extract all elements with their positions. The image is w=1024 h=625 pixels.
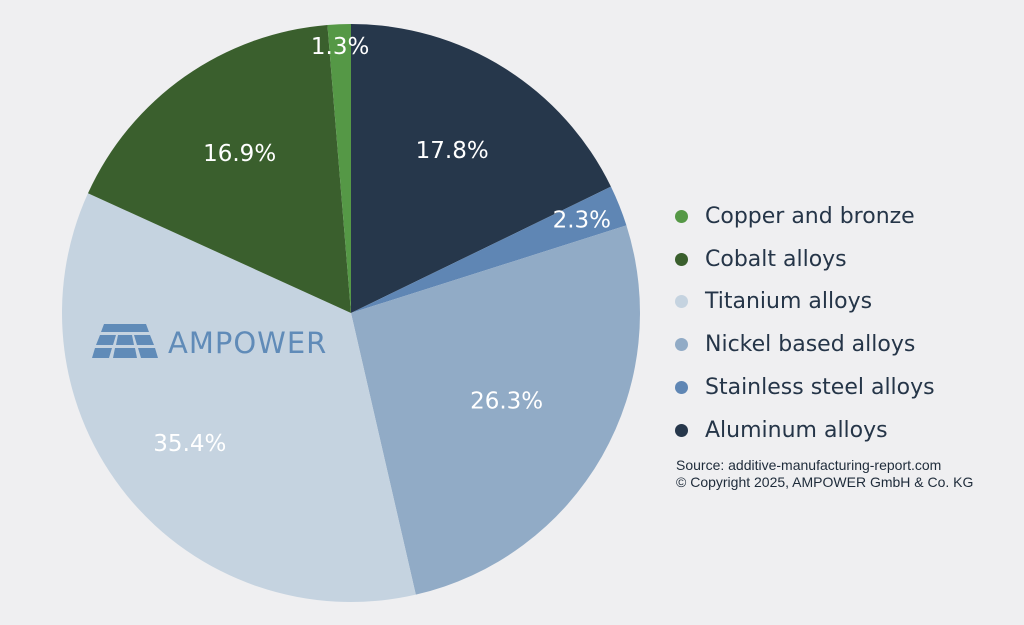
legend-label: Nickel based alloys (705, 332, 916, 358)
legend-label: Cobalt alloys (705, 246, 847, 272)
source-note: Source: additive-manufacturing-report.co… (676, 457, 973, 491)
slice-label-titanium-alloys: 35.4% (153, 431, 226, 457)
legend-label: Aluminum alloys (705, 417, 888, 443)
legend-item-stainless-steel-alloys: Stainless steel alloys (672, 366, 1012, 409)
legend-item-titanium-alloys: Titanium alloys (672, 281, 1012, 324)
watermark-text: AMPOWER (168, 326, 328, 360)
ampower-watermark: AMPOWER (92, 323, 327, 363)
legend-label: Stainless steel alloys (705, 375, 935, 401)
pie-slice-labels: 17.8% 2.3% 26.3% 35.4% 16.9% 1.3% (153, 34, 611, 457)
slice-label-copper-and-bronze: 1.3% (311, 34, 369, 60)
legend-item-cobalt-alloys: Cobalt alloys (672, 238, 1012, 281)
legend-marker-icon (675, 423, 688, 437)
chart-legend: Copper and bronze Cobalt alloys Titanium a… (672, 195, 1012, 452)
pie-slice-stainless-steel-alloys (351, 186, 627, 313)
legend-marker-icon (675, 252, 688, 266)
slice-label-cobalt-alloys: 16.9% (203, 141, 276, 167)
pie-slice-copper-and-bronze (327, 24, 351, 313)
source-line: Source: additive-manufacturing-report.co… (676, 457, 942, 473)
legend-label: Copper and bronze (705, 203, 915, 229)
legend-marker-icon (675, 338, 688, 352)
pie-slices (61, 24, 640, 602)
legend-marker-icon (675, 381, 688, 395)
slice-label-stainless-steel-alloys: 2.3% (553, 207, 611, 233)
copyright-line: © Copyright 2025, AMPOWER GmbH & Co. KG (676, 474, 974, 490)
pie-slice-cobalt-alloys (87, 24, 352, 313)
legend-label: Titanium alloys (705, 289, 873, 315)
legend-marker-icon (675, 209, 688, 223)
pie-slice-aluminum-alloys (351, 24, 611, 313)
legend-item-copper-and-bronze: Copper and bronze (672, 195, 1012, 238)
legend-item-nickel-based-alloys: Nickel based alloys (672, 323, 1012, 366)
pie-slice-titanium-alloys (61, 193, 416, 602)
ampower-logo-icon (92, 324, 158, 358)
pie-slice-nickel-based-alloys (351, 225, 640, 595)
legend-marker-icon (675, 295, 688, 309)
legend-item-aluminum-alloys: Aluminum alloys (672, 409, 1012, 452)
slice-label-nickel-based-alloys: 26.3% (470, 388, 543, 414)
slice-label-aluminum-alloys: 17.8% (416, 138, 489, 164)
